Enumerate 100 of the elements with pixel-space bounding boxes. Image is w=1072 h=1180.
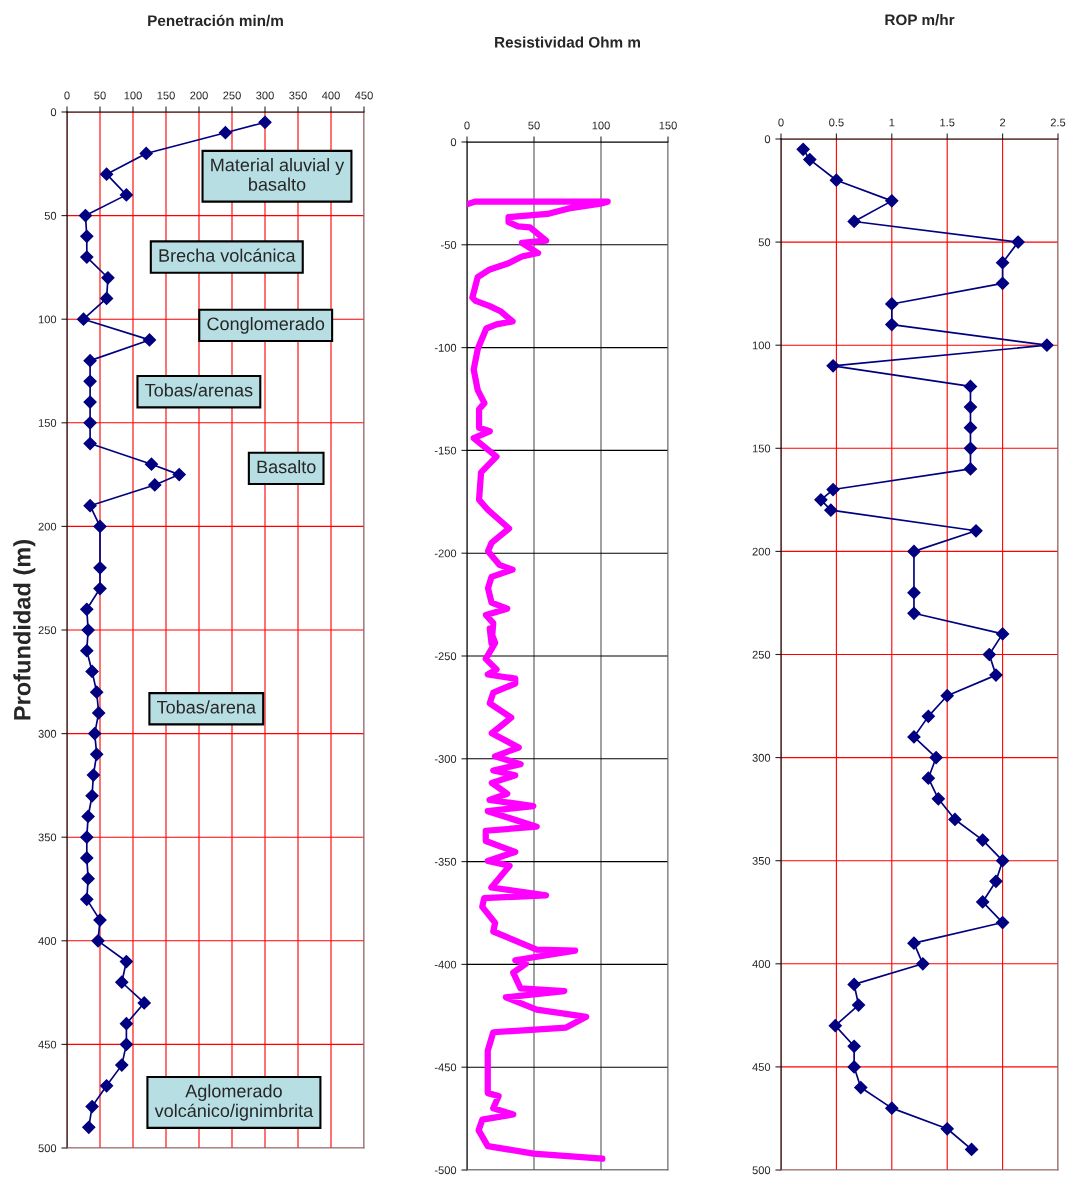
point — [137, 996, 151, 1010]
point — [963, 400, 978, 414]
point — [83, 416, 97, 430]
point — [93, 581, 107, 596]
point — [814, 493, 828, 507]
point — [78, 209, 93, 223]
point — [83, 499, 97, 513]
y-tick-label: 500 — [752, 1166, 771, 1175]
point — [86, 768, 100, 782]
point — [83, 354, 97, 368]
point — [93, 913, 107, 927]
point — [964, 1142, 979, 1156]
point — [907, 936, 921, 950]
point — [931, 792, 945, 806]
point — [948, 812, 962, 827]
point — [976, 895, 990, 909]
point — [907, 586, 921, 600]
point — [854, 1080, 868, 1095]
point — [119, 1037, 133, 1051]
x-tick-label: 100 — [592, 121, 610, 130]
point — [996, 915, 1010, 930]
point — [218, 126, 232, 140]
y-tick-label: 100 — [38, 315, 57, 324]
point — [1011, 235, 1025, 249]
point — [989, 874, 1003, 888]
point — [826, 482, 840, 497]
point — [90, 685, 104, 699]
point — [83, 436, 97, 451]
point — [963, 441, 978, 455]
x-tick-label: 0 — [464, 121, 470, 130]
point — [940, 1122, 954, 1136]
x-tick-label: 50 — [94, 91, 106, 100]
point — [851, 998, 866, 1012]
y-tick-label: 150 — [38, 419, 57, 427]
point — [847, 1060, 861, 1074]
point — [885, 297, 899, 311]
point — [907, 730, 921, 744]
annotation: Material aluvial y basalto — [211, 158, 345, 191]
point — [80, 229, 94, 243]
point — [940, 689, 954, 703]
y-tick-label: 450 — [38, 1040, 57, 1049]
y-tick-label: 200 — [752, 547, 771, 556]
chart-title: ROP m/hr — [885, 14, 955, 26]
annotation: Conglomerado — [207, 317, 325, 334]
y-tick-label: 500 — [38, 1144, 57, 1153]
x-tick-label: 0 — [64, 91, 70, 100]
point — [885, 194, 899, 208]
point — [76, 312, 91, 326]
y-tick-label: -500 — [434, 1166, 457, 1175]
point — [115, 975, 129, 989]
y-tick-label: -450 — [434, 1063, 457, 1072]
x-tick-label: 1.5 — [940, 118, 955, 127]
point — [119, 954, 133, 969]
point — [969, 524, 983, 538]
point — [829, 173, 843, 187]
y-tick-label: 50 — [758, 238, 771, 247]
point — [148, 478, 162, 492]
y-axis-title: Profundidad (m) — [13, 540, 36, 720]
y-tick-label: 50 — [44, 211, 57, 220]
y-tick-label: -350 — [434, 857, 457, 866]
y-tick-label: 400 — [38, 937, 57, 945]
point — [85, 664, 99, 679]
point — [80, 851, 94, 865]
y-tick-label: -250 — [434, 652, 457, 661]
y-tick-label: -150 — [434, 446, 457, 455]
point — [93, 519, 107, 533]
x-tick-label: 50 — [528, 121, 540, 130]
point — [963, 421, 978, 435]
point — [929, 751, 943, 765]
y-tick-label: 250 — [752, 650, 771, 659]
y-tick-label: -50 — [441, 241, 457, 249]
point — [258, 115, 272, 129]
y-tick-label: 400 — [752, 960, 771, 968]
x-tick-label: 0 — [778, 118, 784, 127]
point — [963, 462, 978, 476]
point — [996, 854, 1010, 868]
point — [83, 374, 97, 388]
x-tick-label: 200 — [190, 91, 208, 100]
annotation: Brecha volcánica — [159, 248, 296, 262]
point — [803, 153, 817, 167]
y-tick-label: 350 — [752, 856, 771, 865]
y-tick-label: -400 — [434, 960, 457, 969]
point — [81, 623, 95, 637]
annotation: Tobas/arena — [157, 700, 256, 714]
point — [101, 271, 115, 285]
point — [847, 214, 861, 229]
point — [119, 188, 133, 202]
x-tick-label: 250 — [223, 91, 241, 100]
y-tick-label: 150 — [752, 444, 771, 453]
point — [907, 606, 921, 620]
point — [80, 250, 94, 264]
point — [93, 561, 107, 575]
y-tick-label: 300 — [38, 729, 57, 738]
point — [963, 379, 978, 394]
y-tick-label: 0 — [764, 135, 771, 144]
y-tick-label: 250 — [38, 626, 57, 635]
point — [989, 668, 1003, 682]
y-tick-label: 0 — [50, 108, 57, 117]
point — [119, 1017, 133, 1031]
y-tick-label: -100 — [434, 343, 457, 352]
